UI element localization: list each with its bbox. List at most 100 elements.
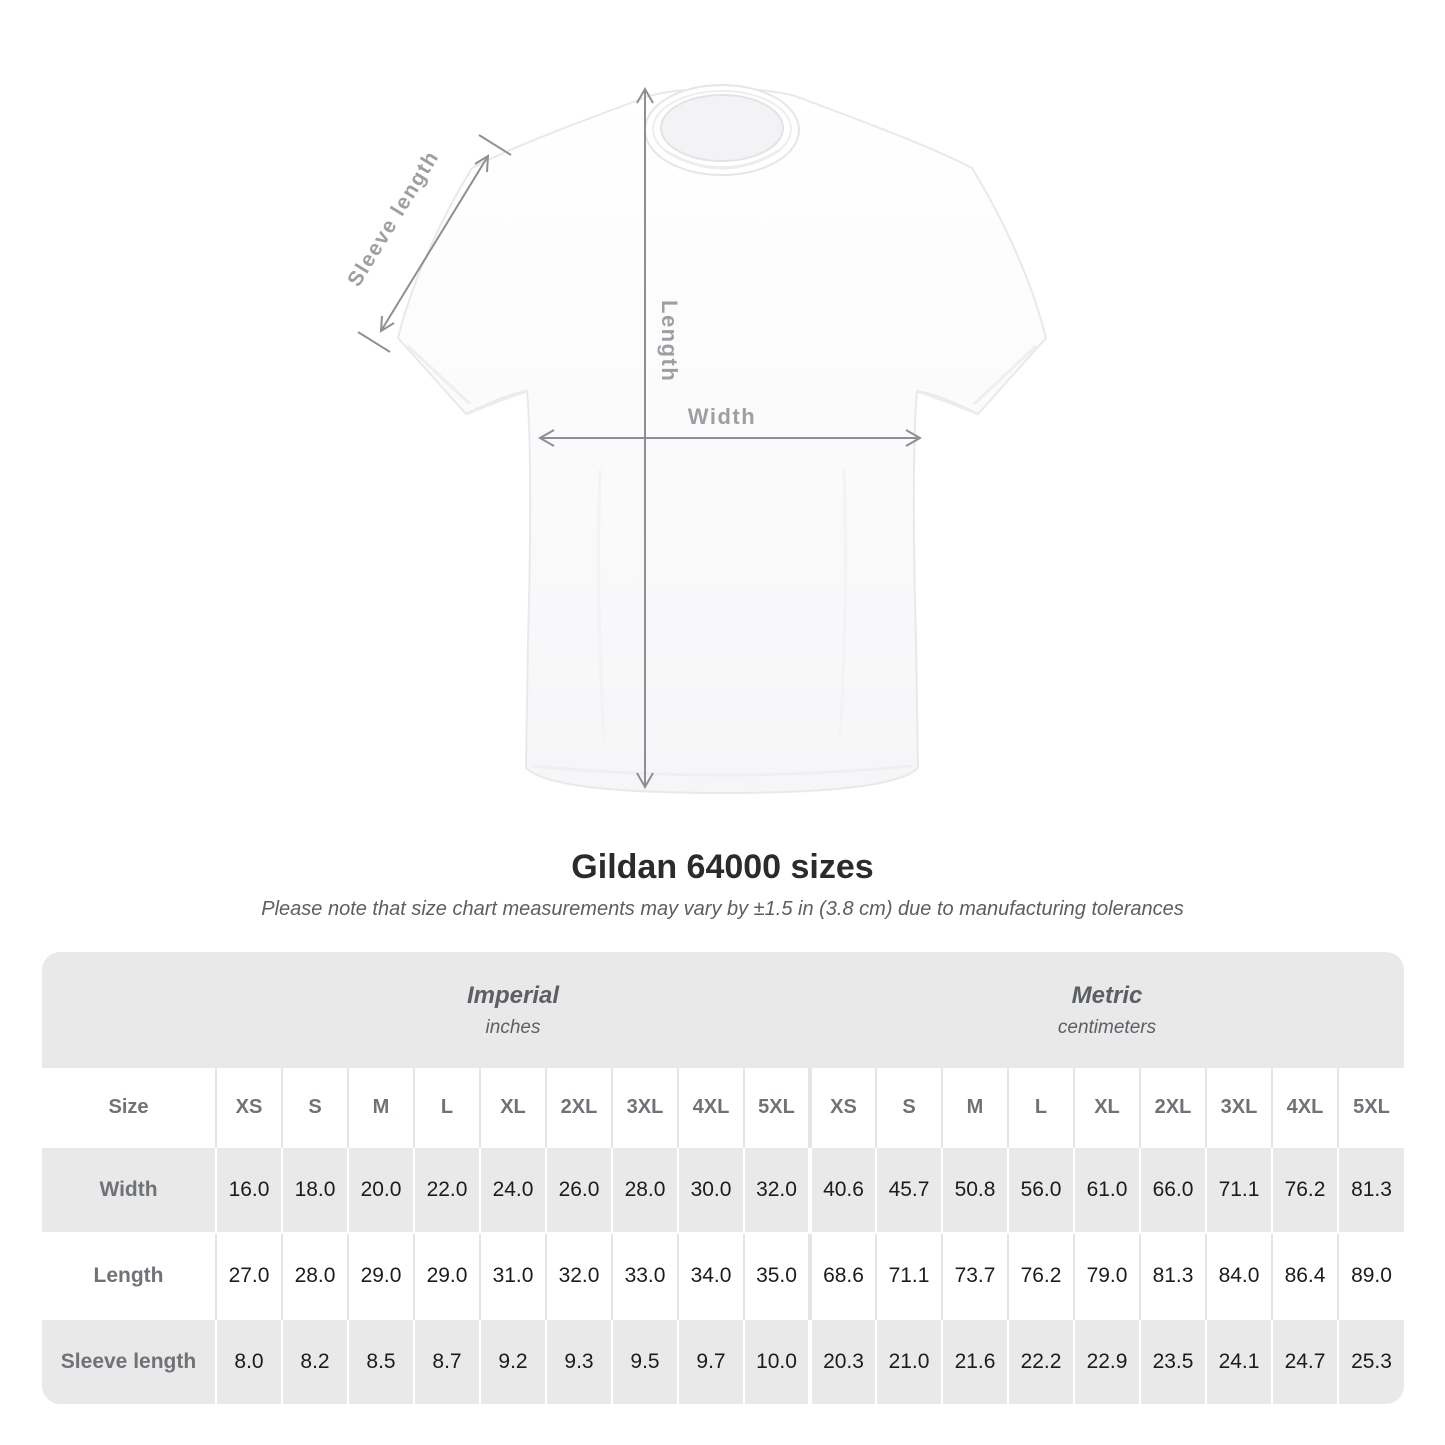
unit-group-row: Imperial inches Metric centimeters bbox=[42, 952, 1404, 1068]
measurement-cell: 24.7 bbox=[1271, 1318, 1338, 1404]
measurement-cell: 71.1 bbox=[875, 1232, 942, 1319]
measurement-cell: 84.0 bbox=[1205, 1232, 1272, 1319]
imperial-group-header: Imperial inches bbox=[216, 952, 810, 1068]
measurement-cell: 24.1 bbox=[1205, 1318, 1272, 1404]
measurement-cell: 86.4 bbox=[1271, 1232, 1338, 1319]
measurement-cell: 9.3 bbox=[545, 1318, 612, 1404]
metric-unit: centimeters bbox=[1057, 1016, 1157, 1038]
imperial-unit: inches bbox=[485, 1016, 541, 1038]
size-header: 3XL bbox=[611, 1068, 678, 1147]
measurement-cell: 79.0 bbox=[1073, 1232, 1140, 1319]
measurement-cell: 16.0 bbox=[215, 1146, 282, 1233]
measurement-cell: 29.0 bbox=[347, 1232, 414, 1319]
measurement-cell: 9.7 bbox=[677, 1318, 744, 1404]
measurement-cell: 66.0 bbox=[1139, 1146, 1206, 1233]
measurement-cell: 22.2 bbox=[1007, 1318, 1074, 1404]
sleeve-length-row: Sleeve length 8.0 8.2 8.5 8.7 9.2 9.3 9.… bbox=[42, 1318, 1404, 1404]
measurement-cell: 33.0 bbox=[611, 1232, 678, 1319]
size-header: 2XL bbox=[1139, 1068, 1206, 1147]
measurement-cell: 81.3 bbox=[1139, 1232, 1206, 1319]
length-row: Length 27.0 28.0 29.0 29.0 31.0 32.0 33.… bbox=[42, 1232, 1404, 1319]
corner-cell bbox=[42, 952, 216, 1068]
measurement-cell: 29.0 bbox=[413, 1232, 480, 1319]
measurement-cell: 28.0 bbox=[611, 1146, 678, 1233]
size-header: XS bbox=[808, 1068, 876, 1147]
width-arrow bbox=[537, 429, 923, 447]
measurement-cell: 61.0 bbox=[1073, 1146, 1140, 1233]
tshirt-measurement-diagram: Length Width Sleeve length bbox=[343, 84, 1048, 795]
size-header: 5XL bbox=[743, 1068, 810, 1147]
measurement-cell: 9.5 bbox=[611, 1318, 678, 1404]
size-header: 3XL bbox=[1205, 1068, 1272, 1147]
measurement-cell: 25.3 bbox=[1337, 1318, 1404, 1404]
size-header: XL bbox=[479, 1068, 546, 1147]
size-header: S bbox=[281, 1068, 348, 1147]
size-header-row: Size XS S M L XL 2XL 3XL 4XL 5XL XS S M … bbox=[42, 1068, 1404, 1147]
measurement-cell: 56.0 bbox=[1007, 1146, 1074, 1233]
row-label: Width bbox=[42, 1146, 216, 1233]
measurement-cell: 30.0 bbox=[677, 1146, 744, 1233]
measurement-cell: 21.6 bbox=[941, 1318, 1008, 1404]
measurement-cell: 9.2 bbox=[479, 1318, 546, 1404]
tshirt-illustration: Length Width Sleeve length bbox=[343, 84, 1048, 795]
row-label: Sleeve length bbox=[42, 1318, 216, 1404]
measurement-cell: 50.8 bbox=[941, 1146, 1008, 1233]
size-header: M bbox=[347, 1068, 414, 1147]
width-label: Width bbox=[688, 404, 756, 429]
tshirt-collar bbox=[644, 84, 800, 176]
tshirt-body bbox=[396, 87, 1048, 795]
measurement-cell: 26.0 bbox=[545, 1146, 612, 1233]
sleeve-length-arrow bbox=[357, 134, 512, 353]
measurement-cell: 18.0 bbox=[281, 1146, 348, 1233]
size-header: 5XL bbox=[1337, 1068, 1404, 1147]
measurement-cell: 8.0 bbox=[215, 1318, 282, 1404]
width-row: Width 16.0 18.0 20.0 22.0 24.0 26.0 28.0… bbox=[42, 1146, 1404, 1233]
measurement-cell: 71.1 bbox=[1205, 1146, 1272, 1233]
size-header: XL bbox=[1073, 1068, 1140, 1147]
size-header: M bbox=[941, 1068, 1008, 1147]
size-header: XS bbox=[215, 1068, 282, 1147]
measurement-cell: 21.0 bbox=[875, 1318, 942, 1404]
measurement-cell: 24.0 bbox=[479, 1146, 546, 1233]
measurement-cell: 68.6 bbox=[808, 1232, 876, 1319]
row-label: Length bbox=[42, 1232, 216, 1319]
measurement-cell: 32.0 bbox=[545, 1232, 612, 1319]
measurement-cell: 31.0 bbox=[479, 1232, 546, 1319]
tolerance-note: Please note that size chart measurements… bbox=[261, 898, 1184, 920]
size-header: L bbox=[413, 1068, 480, 1147]
page-title: Gildan 64000 sizes bbox=[571, 848, 874, 886]
measurement-cell: 40.6 bbox=[808, 1146, 876, 1233]
measurement-cell: 89.0 bbox=[1337, 1232, 1404, 1319]
size-table: Imperial inches Metric centimeters Size … bbox=[42, 952, 1404, 1404]
imperial-label: Imperial bbox=[466, 981, 560, 1009]
measurement-cell: 73.7 bbox=[941, 1232, 1008, 1319]
length-label: Length bbox=[657, 300, 682, 382]
measurement-cell: 32.0 bbox=[743, 1146, 810, 1233]
size-column-header: Size bbox=[42, 1068, 216, 1147]
measurement-cell: 10.0 bbox=[743, 1318, 810, 1404]
measurement-cell: 22.0 bbox=[413, 1146, 480, 1233]
size-header: 4XL bbox=[677, 1068, 744, 1147]
size-table-wrap: Imperial inches Metric centimeters Size … bbox=[42, 952, 1404, 1404]
measurement-cell: 76.2 bbox=[1271, 1146, 1338, 1233]
measurement-cell: 34.0 bbox=[677, 1232, 744, 1319]
size-header: 2XL bbox=[545, 1068, 612, 1147]
measurement-cell: 81.3 bbox=[1337, 1146, 1404, 1233]
metric-group-header: Metric centimeters bbox=[810, 952, 1404, 1068]
measurement-cell: 8.2 bbox=[281, 1318, 348, 1404]
measurement-cell: 20.0 bbox=[347, 1146, 414, 1233]
size-header: L bbox=[1007, 1068, 1074, 1147]
measurement-cell: 28.0 bbox=[281, 1232, 348, 1319]
measurement-cell: 35.0 bbox=[743, 1232, 810, 1319]
metric-label: Metric bbox=[1071, 981, 1143, 1009]
size-header: 4XL bbox=[1271, 1068, 1338, 1147]
measurement-cell: 45.7 bbox=[875, 1146, 942, 1233]
measurement-cell: 8.7 bbox=[413, 1318, 480, 1404]
measurement-cell: 8.5 bbox=[347, 1318, 414, 1404]
measurement-cell: 27.0 bbox=[215, 1232, 282, 1319]
measurement-cell: 20.3 bbox=[808, 1318, 876, 1404]
measurement-cell: 76.2 bbox=[1007, 1232, 1074, 1319]
size-header: S bbox=[875, 1068, 942, 1147]
measurement-cell: 23.5 bbox=[1139, 1318, 1206, 1404]
